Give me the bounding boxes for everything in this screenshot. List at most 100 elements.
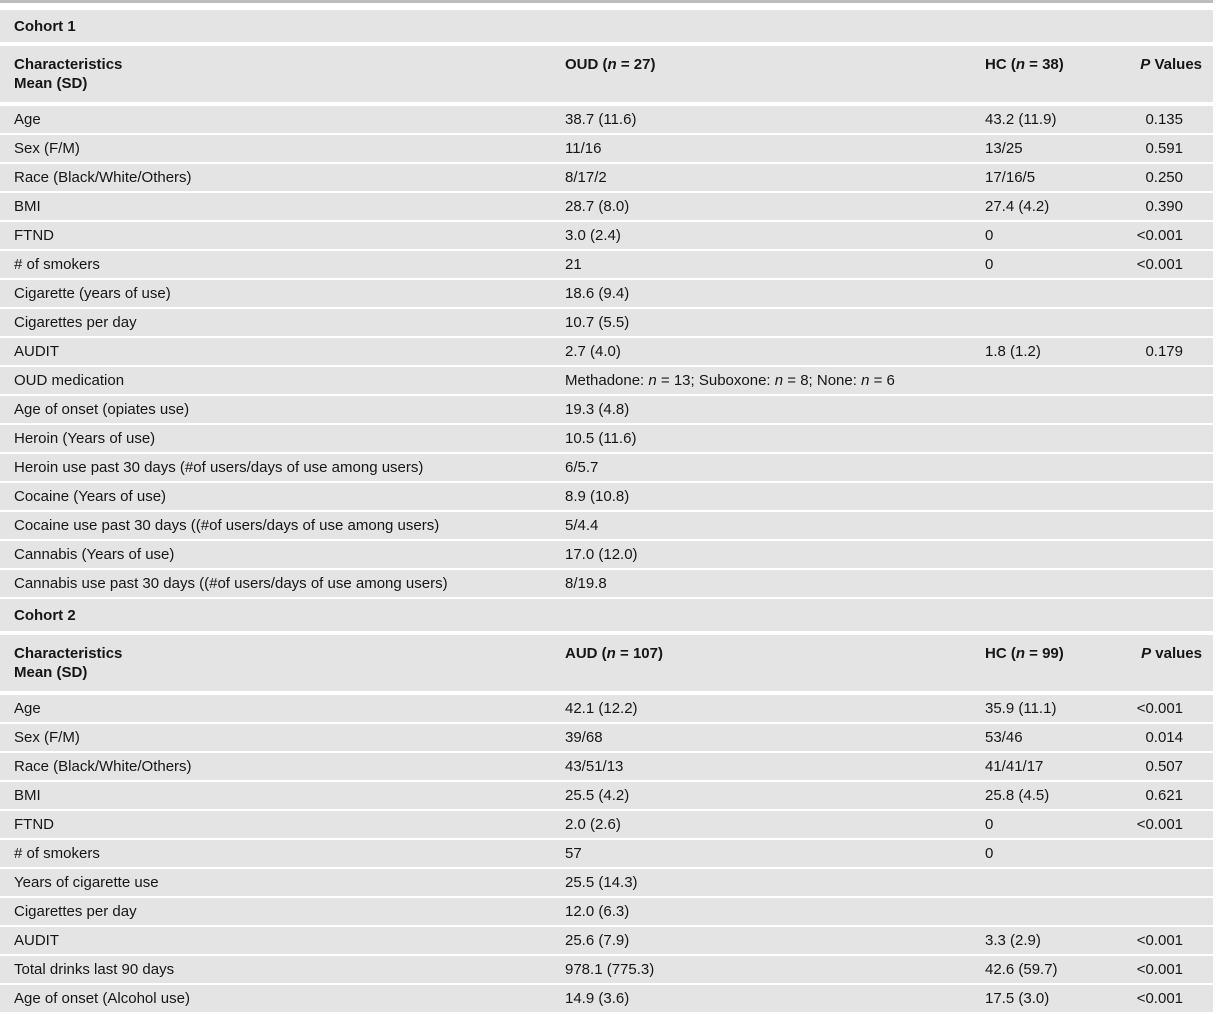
group1-value-cell: 38.7 (11.6) — [565, 111, 637, 128]
section-title: Cohort 1 — [14, 17, 76, 35]
characteristics-header-line2: Mean (SD) — [14, 664, 88, 681]
group2-header: HC (n = 38) — [985, 56, 1064, 73]
table-row: BMI 28.7 (8.0) 27.4 (4.2) 0.390 — [0, 193, 1213, 220]
group1-value-cell: Methadone: n = 13; Suboxone: n = 8; None… — [565, 372, 895, 389]
group2-value-cell: 41/41/17 — [985, 758, 1044, 775]
characteristic-cell: Race (Black/White/Others) — [14, 758, 192, 775]
group1-value-cell: 8.9 (10.8) — [565, 488, 630, 505]
p-value-cell: 0.507 — [1145, 758, 1183, 775]
p-value-cell: 0.591 — [1145, 140, 1183, 157]
p-value-cell: 0.179 — [1145, 343, 1183, 360]
characteristic-cell: Cocaine (Years of use) — [14, 488, 167, 505]
group1-value-cell: 28.7 (8.0) — [565, 198, 630, 215]
table-row: Sex (F/M) 39/68 53/46 0.014 — [0, 724, 1213, 751]
characteristic-cell: # of smokers — [14, 845, 100, 862]
group1-value-cell: 42.1 (12.2) — [565, 700, 638, 717]
group1-value-cell: 8/19.8 — [565, 575, 607, 592]
table-row: Cannabis (Years of use) 17.0 (12.0) — [0, 541, 1213, 568]
characteristic-cell: Age — [14, 111, 41, 128]
p-value-cell: <0.001 — [1136, 700, 1183, 717]
table-top-rule — [0, 0, 1213, 3]
table-row: Years of cigarette use 25.5 (14.3) — [0, 869, 1213, 896]
p-value-cell: <0.001 — [1136, 816, 1183, 833]
characteristic-cell: Cannabis (Years of use) — [14, 546, 175, 563]
characteristic-cell: Age — [14, 700, 41, 717]
group2-header: HC (n = 99) — [985, 645, 1064, 662]
group1-value-cell: 11/16 — [565, 140, 602, 157]
table-row: Race (Black/White/Others) 8/17/2 17/16/5 0.… — [0, 164, 1213, 191]
table-row: Total drinks last 90 days 978.1 (775.3) 42… — [0, 956, 1213, 983]
table-row: Age of onset (opiates use) 19.3 (4.8) — [0, 396, 1213, 423]
p-value-cell: <0.001 — [1136, 227, 1183, 244]
group1-value-cell: 2.0 (2.6) — [565, 816, 621, 833]
group2-value-cell: 0 — [985, 816, 994, 833]
group1-value-cell: 10.7 (5.5) — [565, 314, 630, 331]
table-row: Sex (F/M) 11/16 13/25 0.591 — [0, 135, 1213, 162]
characteristics-header: Characteristics Mean (SD) — [0, 55, 551, 93]
characteristic-cell: FTND — [14, 227, 54, 244]
table-row: Race (Black/White/Others) 43/51/13 41/41/1… — [0, 753, 1213, 780]
group1-value-cell: 19.3 (4.8) — [565, 401, 630, 418]
group1-value-cell: 57 — [565, 845, 582, 862]
characteristic-cell: Cigarettes per day — [14, 314, 137, 331]
section-header-row-1: Cohort 1 — [0, 10, 1213, 42]
characteristic-cell: Cigarette (years of use) — [14, 285, 171, 302]
group1-header: OUD (n = 27) — [565, 56, 656, 73]
table-body: Cohort 1 Characteristics Mean (SD) OUD (n =… — [0, 10, 1213, 1012]
p-value-cell: 0.250 — [1145, 169, 1183, 186]
characteristic-cell: # of smokers — [14, 256, 100, 273]
table-row: Age 42.1 (12.2) 35.9 (11.1) <0.001 — [0, 695, 1213, 722]
p-value-cell: <0.001 — [1136, 961, 1183, 978]
p-value-cell: 0.621 — [1145, 787, 1183, 804]
group2-value-cell: 0 — [985, 256, 994, 273]
column-header-row-2: Characteristics Mean (SD) AUD (n = 107) HC … — [0, 635, 1213, 691]
group1-value-cell: 6/5.7 — [565, 459, 599, 476]
group1-value-cell: 978.1 (775.3) — [565, 961, 655, 978]
p-value-cell: <0.001 — [1136, 932, 1183, 949]
group2-value-cell: 43.2 (11.9) — [985, 111, 1057, 128]
characteristics-header-line1: Characteristics — [14, 56, 123, 73]
group2-value-cell: 42.6 (59.7) — [985, 961, 1058, 978]
table-row: OUD medication Methadone: n = 13; Suboxon… — [0, 367, 1213, 394]
group1-value-cell: 21 — [565, 256, 582, 273]
group1-value-cell: 5/4.4 — [565, 517, 599, 534]
table-row: Age 38.7 (11.6) 43.2 (11.9) 0.135 — [0, 106, 1213, 133]
group2-value-cell: 0 — [985, 227, 994, 244]
table-row: # of smokers 21 0 <0.001 — [0, 251, 1213, 278]
group1-value-cell: 39/68 — [565, 729, 603, 746]
table-row: Heroin (Years of use) 10.5 (11.6) — [0, 425, 1213, 452]
section-title: Cohort 2 — [14, 606, 76, 624]
characteristic-cell: Age of onset (Alcohol use) — [14, 990, 190, 1007]
characteristic-cell: AUDIT — [14, 932, 59, 949]
table-row: Cigarettes per day 12.0 (6.3) — [0, 898, 1213, 925]
characteristic-cell: Cannabis use past 30 days ((#of users/da… — [14, 575, 448, 592]
table-row: Cocaine (Years of use) 8.9 (10.8) — [0, 483, 1213, 510]
p-value-cell: 0.135 — [1145, 111, 1183, 128]
group1-value-cell: 17.0 (12.0) — [565, 546, 638, 563]
group1-value-cell: 3.0 (2.4) — [565, 227, 621, 244]
table-row: Heroin use past 30 days (#of users/days … — [0, 454, 1213, 481]
group2-value-cell: 17.5 (3.0) — [985, 990, 1050, 1007]
group1-header: AUD (n = 107) — [565, 645, 663, 662]
characteristic-cell: Sex (F/M) — [14, 729, 80, 746]
characteristic-cell: FTND — [14, 816, 54, 833]
group2-value-cell: 17/16/5 — [985, 169, 1036, 186]
group1-value-cell: 25.5 (14.3) — [565, 874, 638, 891]
table-row: Cigarettes per day 10.7 (5.5) — [0, 309, 1213, 336]
characteristic-cell: Sex (F/M) — [14, 140, 80, 157]
group2-value-cell: 1.8 (1.2) — [985, 343, 1041, 360]
group1-value-cell: 25.6 (7.9) — [565, 932, 630, 949]
table-row: # of smokers 57 0 — [0, 840, 1213, 867]
group1-value-cell: 2.7 (4.0) — [565, 343, 621, 360]
p-value-cell: 0.014 — [1145, 729, 1183, 746]
table-row: Cigarette (years of use) 18.6 (9.4) — [0, 280, 1213, 307]
group2-value-cell: 35.9 (11.1) — [985, 700, 1057, 717]
group2-value-cell: 13/25 — [985, 140, 1023, 157]
characteristic-cell: Race (Black/White/Others) — [14, 169, 192, 186]
table-row: Cannabis use past 30 days ((#of users/da… — [0, 570, 1213, 597]
group1-value-cell: 14.9 (3.6) — [565, 990, 630, 1007]
column-header-row-1: Characteristics Mean (SD) OUD (n = 27) HC (… — [0, 46, 1213, 102]
group2-value-cell: 25.8 (4.5) — [985, 787, 1050, 804]
characteristic-cell: Heroin use past 30 days (#of users/days … — [14, 459, 424, 476]
